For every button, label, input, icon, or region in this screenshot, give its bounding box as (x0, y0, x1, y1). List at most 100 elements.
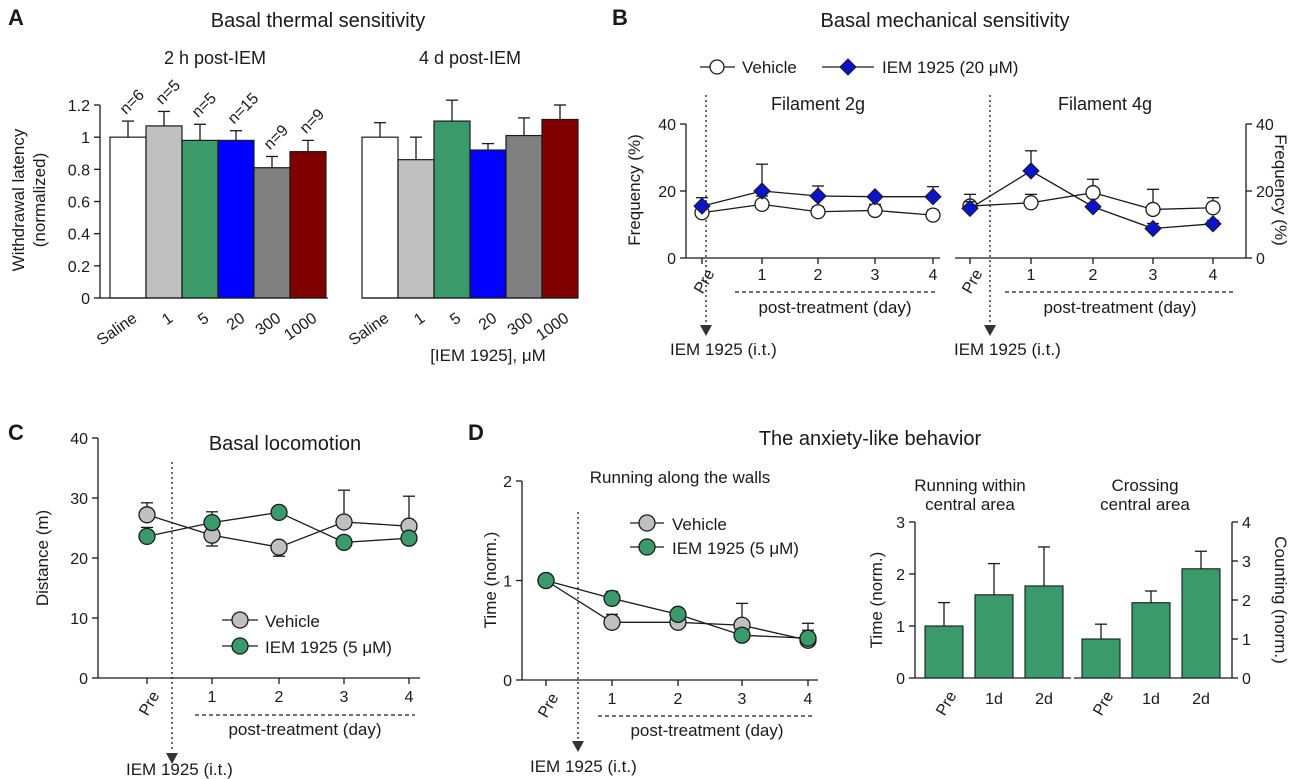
chart-a-bar (469, 149, 507, 299)
panel-label-a: A (8, 5, 24, 30)
chart-d2-y-tick-label: 3 (896, 515, 905, 532)
chart-a-category-label: 1 (411, 310, 428, 329)
chart-a-y-tick-label: 0.6 (68, 195, 90, 212)
legend-d-vehicle-label: Vehicle (672, 515, 727, 534)
chart-d2-bar (924, 625, 964, 679)
chart-c-post-label: post-treatment (day) (228, 720, 381, 739)
chart-a-subtitle-2h: 2 h post-IEM (164, 48, 266, 68)
chart-a-y-tick-label: 1 (81, 130, 90, 147)
chart-a-n-label: n=6 (117, 87, 148, 118)
chart-c-point (203, 513, 221, 532)
chart-b-iem-point (1144, 219, 1162, 238)
chart-a-bar (541, 118, 579, 299)
chart-c-point (138, 527, 156, 546)
chart-a-bar (109, 136, 147, 299)
chart-b-ylabel: Frequency (%) (625, 134, 644, 245)
chart-c-point (138, 506, 156, 524)
chart-b-post-label: post-treatment (day) (1043, 298, 1196, 317)
chart-a-xlabel: [IEM 1925], μM (430, 346, 546, 365)
chart-b-x-label: 3 (1149, 267, 1158, 284)
legend-c-vehicle-marker (231, 611, 249, 629)
chart-a-bar (181, 139, 219, 299)
chart-a-y-tick-label: 1.2 (68, 98, 90, 115)
chart-d-arrow-label: IEM 1925 (i.t.) (530, 757, 637, 776)
chart-b-treatment-arrow (984, 325, 996, 336)
chart-a-title: Basal thermal sensitivity (211, 10, 426, 32)
chart-b-ylabel-right: Frequency (%) (1271, 134, 1290, 245)
chart-b-x-label-pre: Pre (691, 267, 718, 297)
chart-d2-title-2: central area (925, 495, 1015, 514)
legend-vehicle-marker (709, 59, 725, 75)
chart-d-y-tick-label: 1 (503, 574, 512, 591)
chart-a-category-label: 1 (159, 310, 176, 329)
chart-b-arrow-label: IEM 1925 (i.t.) (954, 340, 1061, 359)
chart-d-x-label: 1 (608, 691, 617, 708)
chart-a-category-label: 1000 (281, 310, 320, 344)
chart-a-ylabel-2: (normalized) (30, 153, 49, 247)
chart-d3-bar (1081, 638, 1121, 679)
chart-c-title: Basal locomotion (209, 433, 361, 455)
chart-b-iem-point (866, 187, 884, 206)
chart-a-bar (289, 151, 327, 299)
panel-label-c: C (8, 420, 24, 445)
chart-d2-y-tick-label: 1 (896, 619, 905, 636)
chart-d-point (733, 626, 751, 644)
chart-a-n-label: n=5 (153, 77, 184, 108)
chart-d2-bar (1024, 585, 1064, 679)
chart-d-post-label: post-treatment (day) (630, 721, 783, 740)
chart-b-x-label: 4 (1209, 267, 1218, 284)
panel-label-d: D (468, 420, 484, 445)
chart-d-point (669, 605, 687, 623)
chart-a-category-label: Saline (346, 310, 392, 349)
chart-d2-bar (974, 594, 1014, 679)
chart-d-x-label: 4 (804, 691, 813, 708)
chart-b-vehicle-point (867, 202, 883, 219)
chart-b-x-label: 1 (758, 267, 767, 284)
chart-c-y-tick-label: 40 (70, 431, 88, 448)
chart-b-arrow-label: IEM 1925 (i.t.) (670, 340, 777, 359)
chart-d3-x-label: 1d (1142, 691, 1160, 708)
chart-d2-title-1: Running within (914, 476, 1026, 495)
chart-a-ylabel: Withdrawal latency (9, 128, 28, 271)
chart-d2-x-label: 1d (985, 691, 1003, 708)
chart-d3-title-2: central area (1100, 495, 1190, 514)
chart-a-n-label: n=9 (261, 122, 292, 153)
chart-a-n-label: n=5 (189, 90, 220, 121)
chart-b-x-label: 3 (871, 267, 880, 284)
chart-a-category-label: 5 (447, 310, 464, 329)
chart-a-category-label: 300 (505, 310, 537, 339)
chart-a-bar (217, 139, 255, 299)
chart-c-point (400, 529, 418, 547)
chart-b-vehicle-point (1085, 185, 1101, 201)
chart-d-x-label: 2 (674, 691, 683, 708)
chart-c-x-label: 3 (340, 689, 349, 706)
chart-d3-x-label-pre: Pre (1090, 689, 1117, 719)
chart-b-iem-point (961, 199, 979, 218)
chart-c-x-label-pre: Pre (136, 689, 163, 719)
chart-b-vehicle-point (1023, 195, 1039, 211)
chart-b-x-label: 1 (1027, 267, 1036, 284)
chart-b-vehicle-point (810, 204, 826, 220)
chart-b-treatment-arrow (700, 325, 712, 336)
chart-d3-bar (1181, 568, 1221, 679)
chart-b-title: Basal mechanical sensitivity (821, 10, 1070, 32)
chart-c-point (270, 503, 288, 522)
chart-a-bar (433, 120, 471, 299)
chart-a-y-tick-label: 0.8 (68, 162, 90, 179)
chart-b-vehicle-point (925, 207, 941, 223)
panel-label-b: B (612, 5, 628, 30)
chart-d3-y-tick-label: 2 (1242, 593, 1251, 610)
chart-b-1-y-tick-label: 20 (1256, 184, 1274, 201)
legend-iem-label: IEM 1925 (20 μM) (882, 58, 1018, 77)
chart-d2-ylabel: Time (norm.) (867, 552, 886, 649)
chart-b-iem-point (924, 187, 942, 206)
chart-a-bar (505, 134, 543, 299)
chart-b-post-label: post-treatment (day) (758, 298, 911, 317)
chart-d3-x-label: 2d (1192, 691, 1210, 708)
chart-b-0-y-tick-label: 40 (658, 117, 676, 134)
chart-c-y-tick-label: 0 (79, 671, 88, 688)
chart-d-title: The anxiety-like behavior (759, 428, 982, 450)
chart-b-vehicle-point (1145, 201, 1161, 218)
chart-a-subtitle-4d: 4 d post-IEM (419, 48, 521, 68)
chart-d3-title-1: Crossing (1111, 476, 1178, 495)
